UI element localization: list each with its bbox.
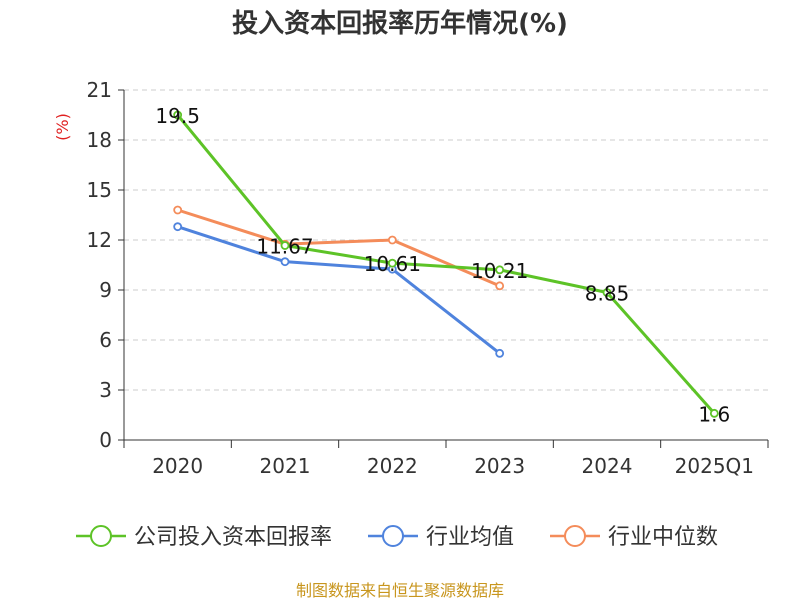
legend-label: 行业均值 — [426, 525, 514, 550]
data-point — [709, 408, 719, 418]
legend-marker — [564, 525, 586, 547]
data-point — [495, 265, 505, 275]
legend-marker — [90, 525, 112, 547]
legend-item[interactable]: 行业均值 — [368, 525, 514, 550]
legend-label: 公司投入资本回报率 — [134, 525, 332, 550]
chart-title: 投入资本回报率历年情况(%) — [232, 8, 568, 39]
legend-item[interactable]: 公司投入资本回报率 — [76, 525, 332, 550]
legend[interactable]: 公司投入资本回报率 行业均值 行业中位数 — [76, 525, 718, 550]
data-label: 10.61 — [364, 252, 421, 276]
y-tick-label: 15 — [87, 178, 112, 202]
data-point — [602, 288, 612, 297]
data-point — [173, 205, 183, 215]
x-tick-label: 2025Q1 — [675, 454, 754, 478]
axes: 0 3 6 9 12 15 18 21 2020 2021 2022 2023 2024 2025Q1 — [87, 78, 769, 478]
x-tick-label: 2020 — [152, 454, 203, 478]
y-tick-label: 0 — [99, 428, 112, 452]
x-tick-label: 2023 — [474, 454, 525, 478]
legend-label: 行业中位数 — [608, 525, 718, 550]
series-line — [177, 208, 501, 288]
series-lines — [173, 110, 719, 418]
data-point — [495, 281, 505, 291]
y-tick-label: 6 — [99, 328, 112, 352]
y-tick-label: 3 — [99, 378, 112, 402]
data-point — [495, 348, 505, 358]
y-tick-label: 9 — [99, 278, 112, 302]
data-point — [387, 235, 397, 245]
legend-marker — [382, 525, 404, 547]
data-label: 11.67 — [256, 235, 313, 259]
y-tick-label: 18 — [87, 128, 112, 152]
data-point — [387, 258, 397, 268]
data-label: 10.21 — [471, 259, 528, 283]
data-label: 1.6 — [698, 402, 730, 426]
y-tick-label: 21 — [87, 78, 112, 102]
data-label: 19.5 — [155, 104, 200, 128]
source-note: 制图数据来自恒生聚源数据库 — [296, 581, 504, 600]
legend-item[interactable]: 行业中位数 — [550, 525, 718, 550]
y-axis-label: (%) — [53, 113, 72, 141]
series-line — [176, 114, 716, 415]
data-point — [173, 222, 183, 232]
series-line — [177, 225, 501, 355]
data-labels: 19.5 11.67 10.61 10.21 8.85 1.6 — [155, 104, 730, 426]
data-point — [280, 257, 290, 267]
data-point — [173, 110, 183, 120]
data-point — [280, 241, 290, 250]
y-tick-label: 12 — [87, 228, 112, 252]
x-tick-label: 2021 — [260, 454, 311, 478]
data-label: 8.85 — [585, 282, 630, 306]
x-tick-label: 2022 — [367, 454, 418, 478]
x-tick-label: 2024 — [582, 454, 633, 478]
